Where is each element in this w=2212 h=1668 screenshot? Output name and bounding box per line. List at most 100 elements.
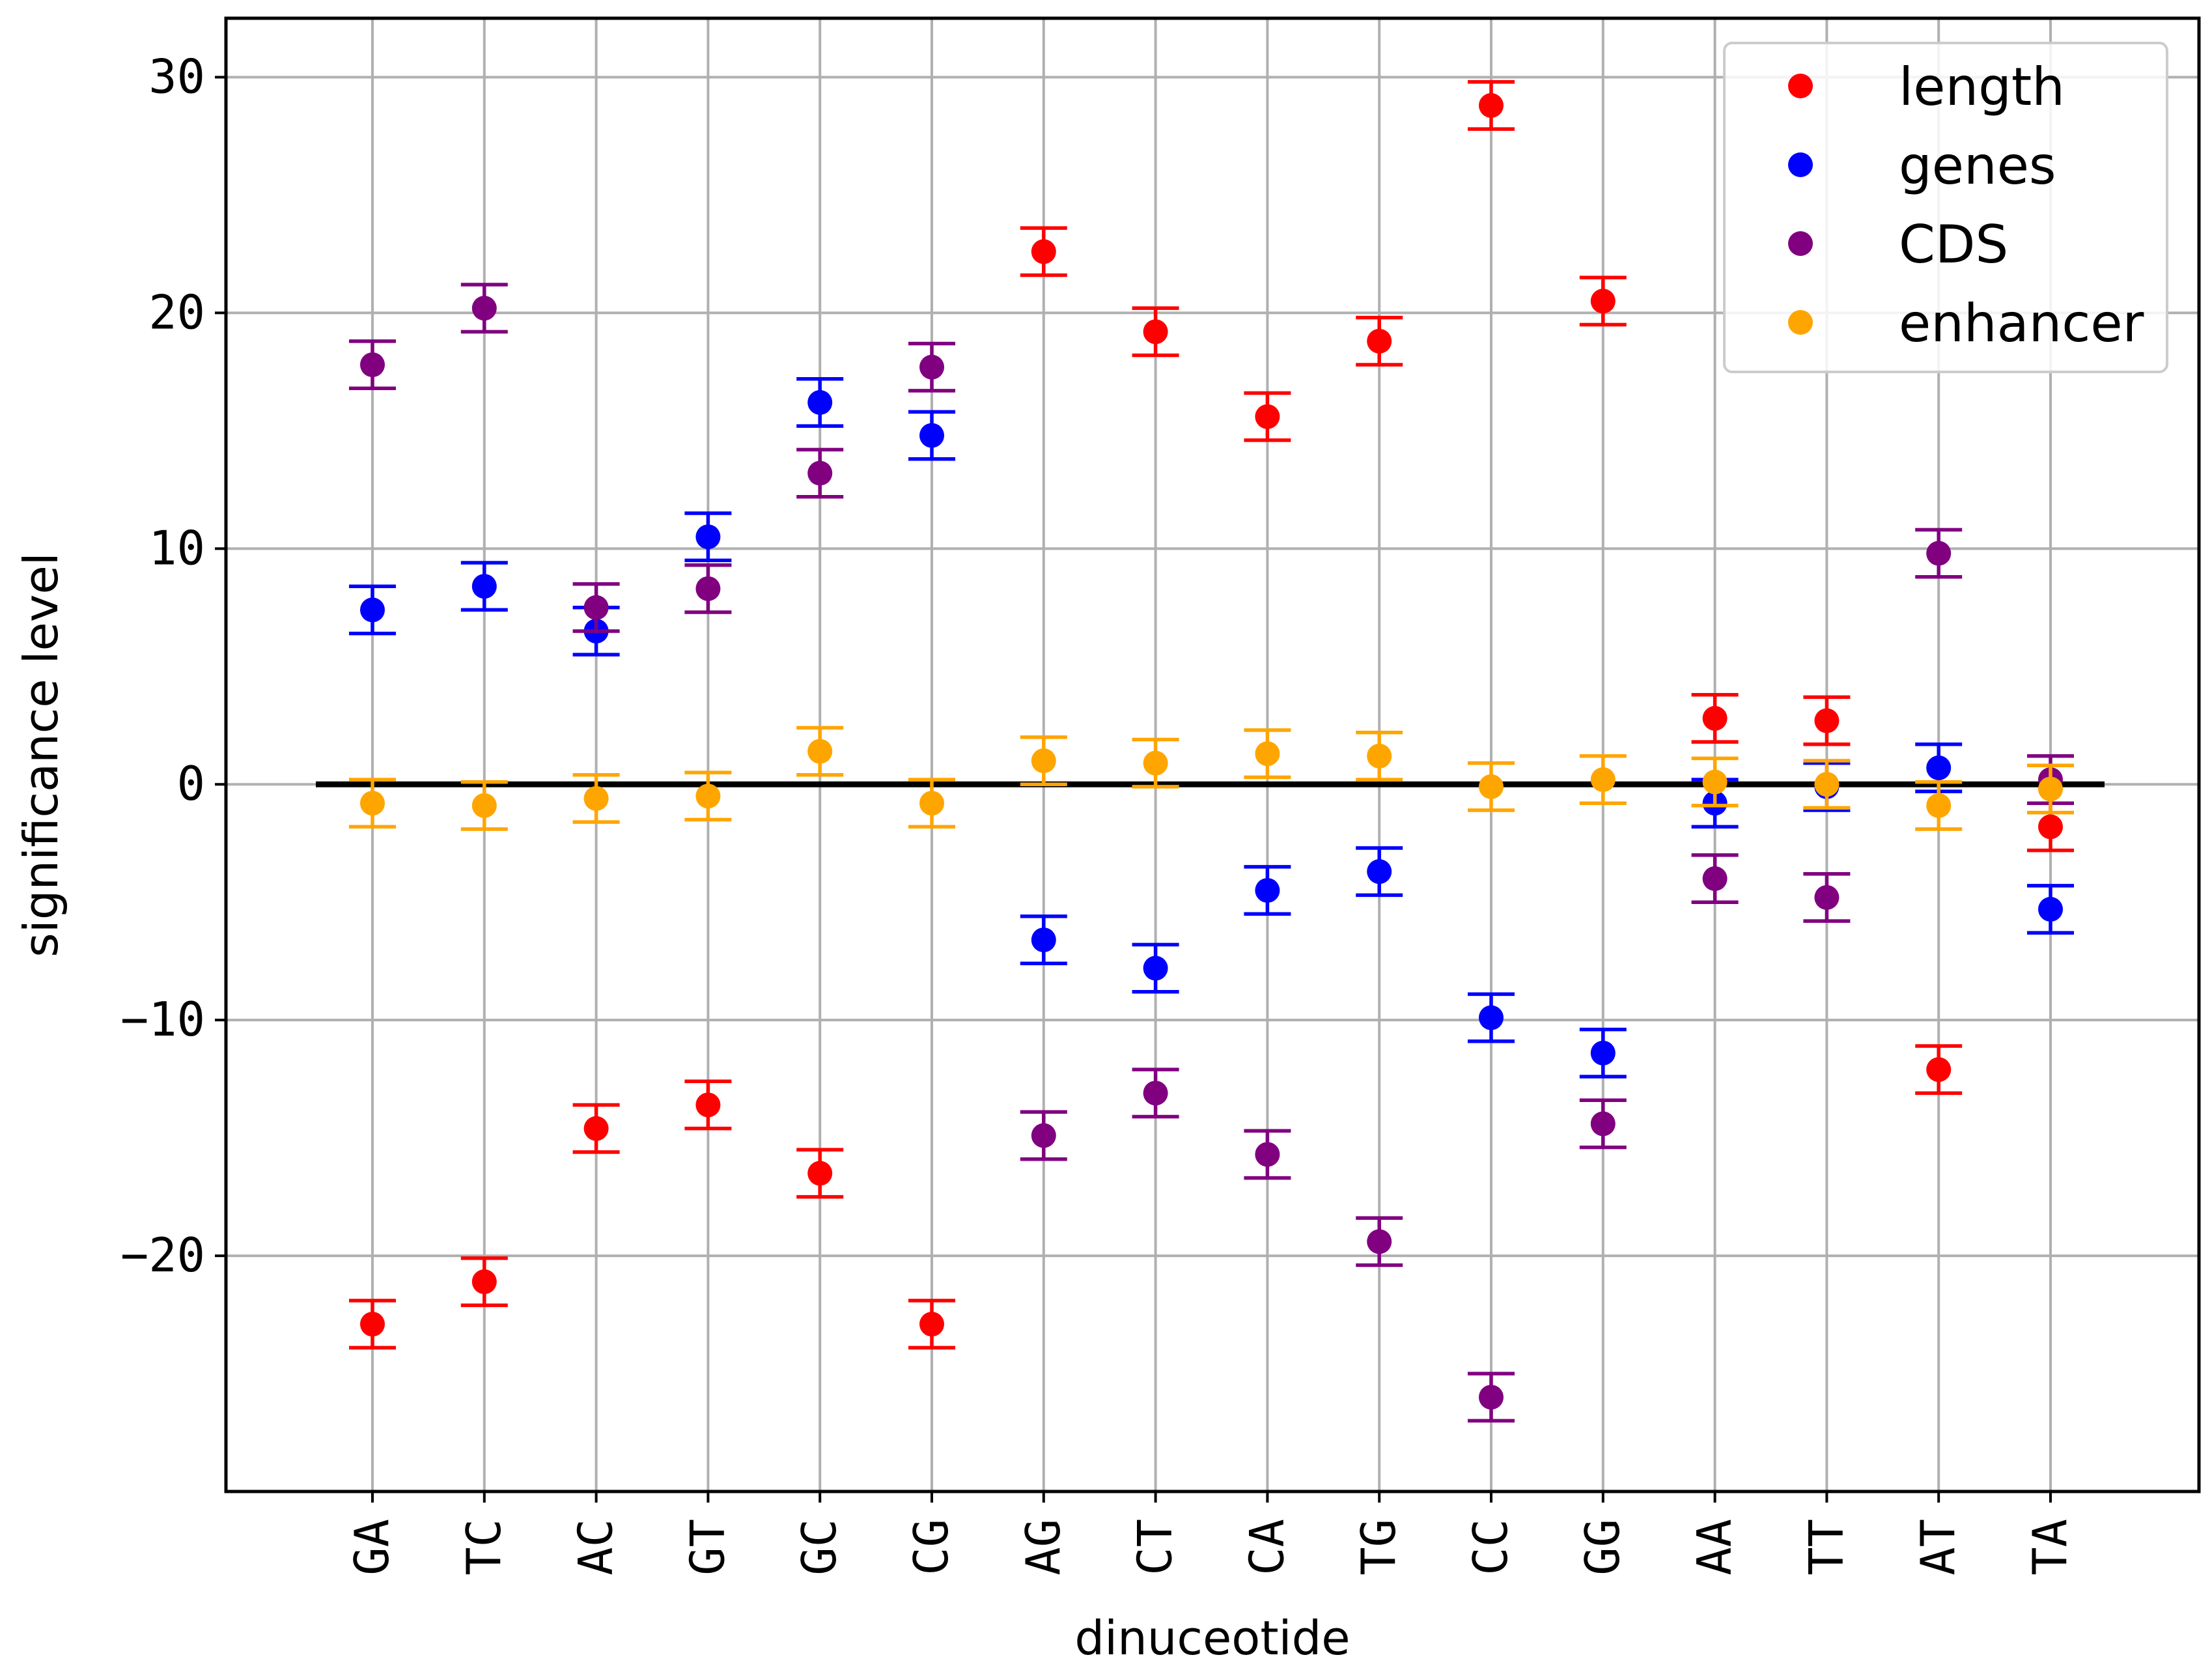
x-tick-label: TA xyxy=(2023,1519,2077,1576)
y-tick-label: 10 xyxy=(148,520,205,575)
data-point xyxy=(1143,319,1168,345)
x-tick-label: CT xyxy=(1128,1519,1183,1576)
data-point xyxy=(807,1161,833,1186)
x-tick-label: TT xyxy=(1799,1519,1853,1576)
y-tick-label: 30 xyxy=(148,49,205,104)
data-point xyxy=(583,1116,609,1141)
data-point xyxy=(1479,1385,1504,1410)
data-point xyxy=(919,423,944,448)
data-point xyxy=(471,793,497,818)
legend-label-CDS: CDS xyxy=(1899,214,2008,275)
data-point xyxy=(471,296,497,321)
data-point xyxy=(695,784,721,809)
data-point xyxy=(471,1269,497,1294)
data-point xyxy=(919,354,944,380)
data-point xyxy=(2038,814,2063,840)
data-point xyxy=(2038,897,2063,922)
data-point xyxy=(1367,743,1392,769)
data-point xyxy=(360,597,385,623)
data-point xyxy=(1926,793,1952,818)
data-point xyxy=(1702,705,1728,731)
data-point xyxy=(1479,92,1504,118)
data-point xyxy=(1031,927,1056,953)
data-point xyxy=(919,791,944,816)
data-point xyxy=(1479,1005,1504,1030)
x-tick-label: AG xyxy=(1016,1519,1071,1576)
data-point xyxy=(1255,741,1280,767)
data-point xyxy=(1590,289,1616,314)
axes: −20 −10 0 10 20 30 GA TC AC GT GC CG AG CT CA TG CC GG AA T… xyxy=(120,16,2201,1576)
data-point xyxy=(695,576,721,601)
data-point xyxy=(695,1092,721,1118)
data-point xyxy=(1590,1040,1616,1066)
y-tick-label: 0 xyxy=(177,756,205,811)
plot-frame xyxy=(224,16,2201,1493)
legend-box xyxy=(1723,42,2168,373)
x-tick-label: GT xyxy=(680,1519,735,1576)
data-point xyxy=(1926,1057,1952,1082)
data-point xyxy=(1255,1142,1280,1167)
legend-label-genes: genes xyxy=(1899,135,2056,196)
data-point xyxy=(1031,1123,1056,1148)
data-point xyxy=(1031,239,1056,264)
data-point xyxy=(1590,1111,1616,1137)
x-tick-label: GA xyxy=(344,1519,399,1576)
x-tick-label: CG xyxy=(904,1519,959,1576)
legend-label-length: length xyxy=(1899,57,2065,117)
data-point xyxy=(1031,748,1056,774)
data-point xyxy=(471,574,497,599)
data-point xyxy=(1814,884,1840,910)
data-point xyxy=(1367,859,1392,884)
x-tick-label: TG xyxy=(1351,1519,1406,1576)
y-tick-label: −10 xyxy=(120,992,205,1047)
data-point xyxy=(1255,404,1280,429)
x-axis-label: dinuceotide xyxy=(1074,1611,1350,1665)
x-tick-label: AC xyxy=(568,1519,623,1576)
data-point xyxy=(583,595,609,620)
y-axis-label: significance level xyxy=(14,552,68,957)
legend-marker-genes xyxy=(1788,152,1813,177)
data-point xyxy=(1926,755,1952,780)
data-point xyxy=(583,785,609,811)
data-layer xyxy=(349,79,2074,1423)
series-CDS xyxy=(349,283,2074,1423)
legend-label-enhancer: enhancer xyxy=(1899,293,2144,354)
data-point xyxy=(1143,1081,1168,1106)
x-tick-label: GG xyxy=(1575,1519,1630,1576)
data-point xyxy=(1143,750,1168,776)
x-tick-label: CA xyxy=(1239,1519,1294,1576)
legend-marker-CDS xyxy=(1788,231,1813,256)
data-point xyxy=(1702,769,1728,795)
data-point xyxy=(1479,774,1504,799)
data-point xyxy=(1255,878,1280,903)
data-point xyxy=(1702,866,1728,892)
y-tick-label: −20 xyxy=(120,1228,205,1282)
legend: length genes CDS enhancer xyxy=(1723,42,2168,373)
data-point xyxy=(919,1312,944,1337)
data-point xyxy=(807,460,833,486)
x-tick-label: AT xyxy=(1911,1519,1965,1576)
y-tick-label: 20 xyxy=(148,285,205,339)
data-point xyxy=(360,1312,385,1337)
legend-marker-enhancer xyxy=(1788,310,1813,335)
x-tick-label: AA xyxy=(1687,1519,1742,1576)
series-enhancer xyxy=(349,726,2074,831)
data-point xyxy=(2038,776,2063,802)
data-point xyxy=(1367,328,1392,354)
data-point xyxy=(1814,708,1840,733)
data-point xyxy=(360,791,385,816)
data-point xyxy=(1814,772,1840,797)
legend-marker-length xyxy=(1788,74,1813,98)
data-point xyxy=(695,524,721,550)
x-tick-label: GC xyxy=(792,1519,847,1576)
data-point xyxy=(807,389,833,415)
x-tick-label: TC xyxy=(456,1519,511,1576)
data-point xyxy=(1590,767,1616,793)
data-point xyxy=(807,739,833,764)
data-point xyxy=(360,352,385,378)
x-tick-label: CC xyxy=(1463,1519,1518,1576)
series-genes xyxy=(349,376,2074,1079)
data-point xyxy=(1143,955,1168,981)
